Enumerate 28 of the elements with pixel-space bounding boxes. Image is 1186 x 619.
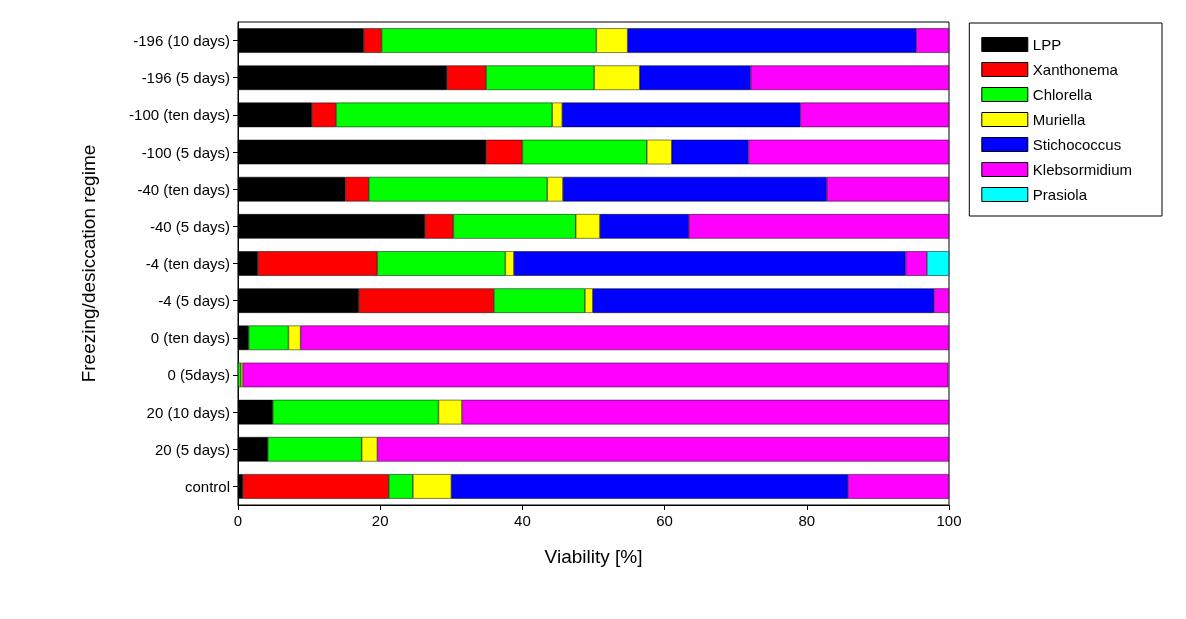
y-tick-label: -196 (5 days) xyxy=(141,69,230,87)
x-tick-label: 0 xyxy=(233,512,243,529)
x-tick-label: 60 xyxy=(656,512,673,529)
y-tick-label: -196 (10 days) xyxy=(133,32,230,50)
x-axis-title: Viability [%] xyxy=(544,546,643,567)
y-tick-label: -100 (5 days) xyxy=(141,143,230,161)
y-axis-title: Freezing/desiccation regime xyxy=(78,144,99,383)
y-tick-label: 0 (ten days) xyxy=(150,329,230,347)
legend-label: Klebsormidium xyxy=(1032,161,1132,178)
x-tick-label: 80 xyxy=(798,512,816,529)
y-tick-label: 20 (10 days) xyxy=(146,403,230,421)
y-tick-label: -4 (ten days) xyxy=(145,255,230,272)
y-tick-label: -40 (ten days) xyxy=(137,180,230,198)
legend-label: Stichococcus xyxy=(1032,136,1122,153)
x-tick-label: 40 xyxy=(514,512,531,529)
x-tick-label: 20 xyxy=(371,512,389,529)
y-tick-label: -4 (5 days) xyxy=(158,292,230,310)
legend-label: Muriella xyxy=(1032,111,1086,128)
legend-label: Prasiola xyxy=(1032,186,1088,203)
y-tick-label: control xyxy=(184,477,230,495)
legend-label: LPP xyxy=(1032,36,1062,53)
legend-label: Xanthonema xyxy=(1032,61,1119,78)
y-tick-label: -100 (ten days) xyxy=(129,106,230,124)
legend-label: Chlorella xyxy=(1032,86,1093,103)
y-tick-label: 0 (5days) xyxy=(167,366,230,384)
y-tick-label: -40 (5 days) xyxy=(149,217,230,235)
x-tick-label: 100 xyxy=(936,512,962,529)
y-tick-label: 20 (5 days) xyxy=(154,440,230,458)
